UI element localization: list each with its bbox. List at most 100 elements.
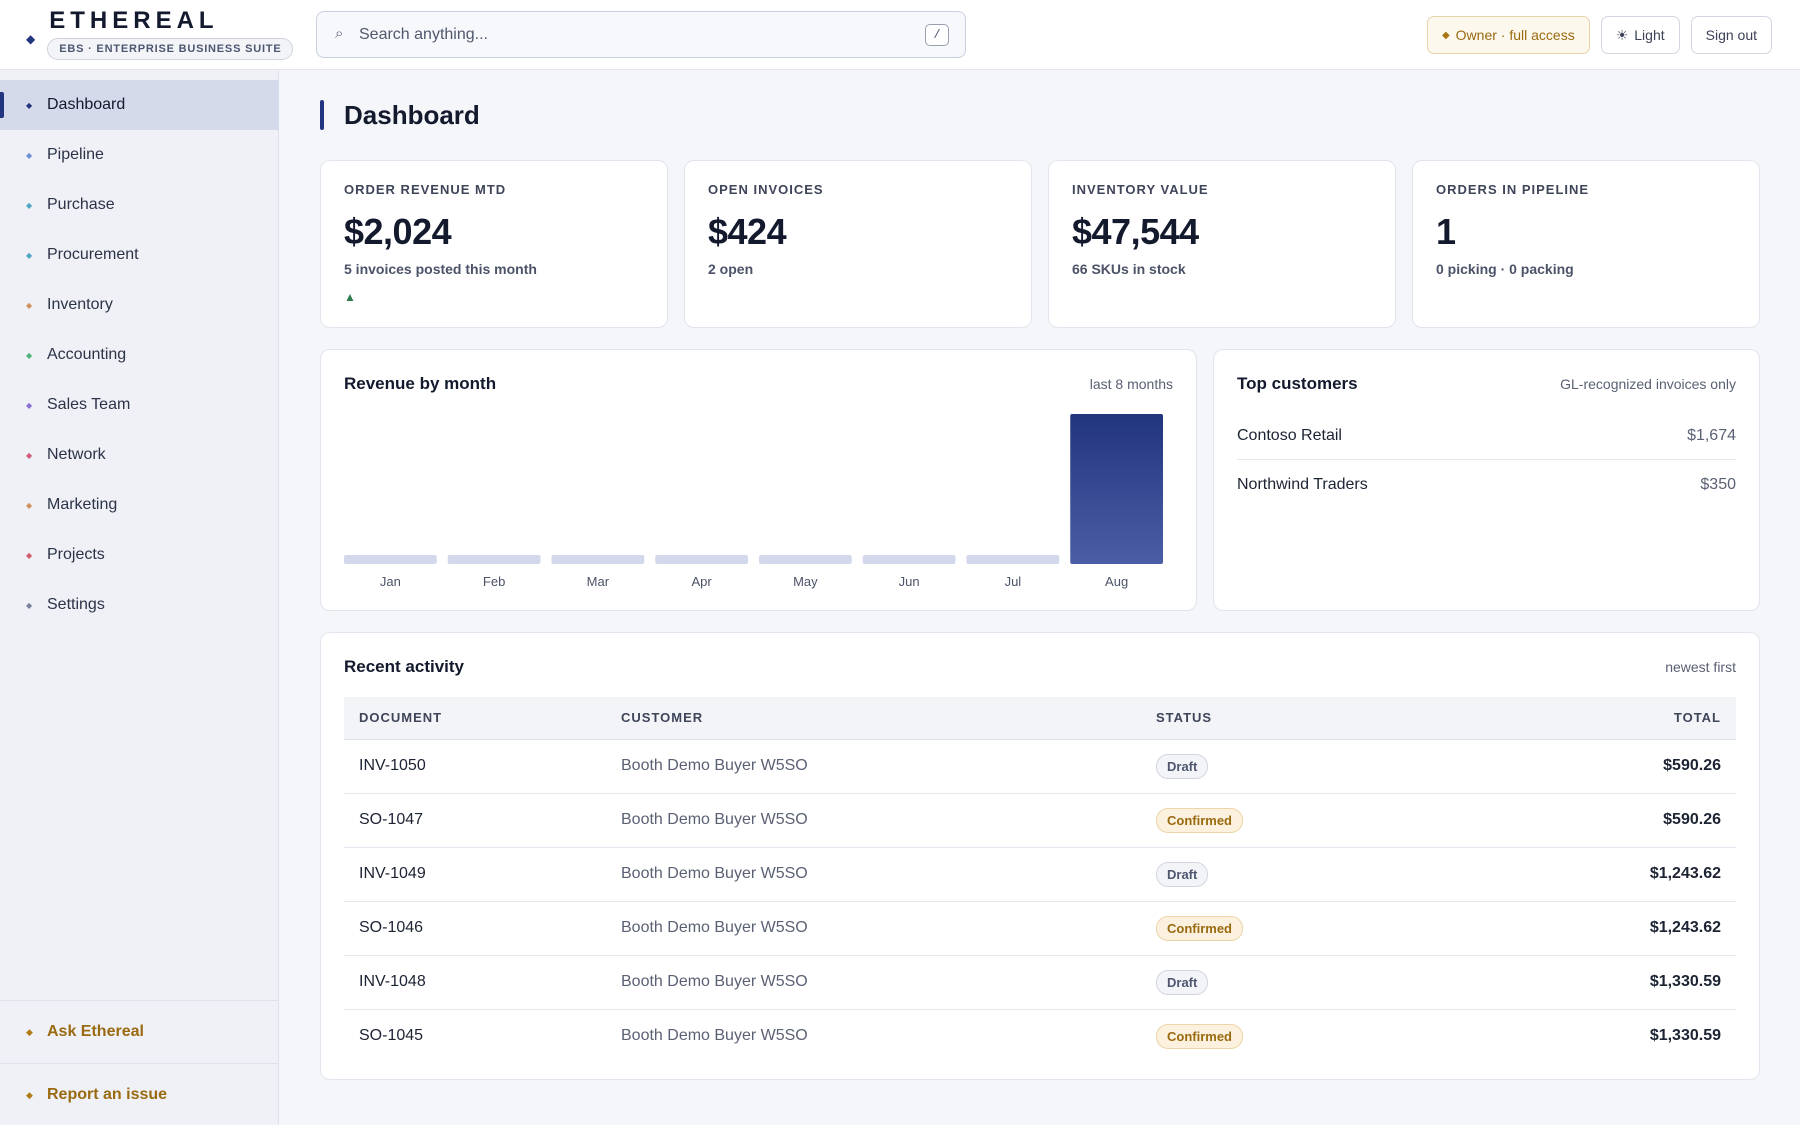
kpi-label: ORDERS IN PIPELINE [1436, 182, 1590, 197]
brand[interactable]: ◆ ETHEREAL EBS · ENTERPRISE BUSINESS SUI… [26, 8, 294, 60]
sidebar-item-accounting[interactable]: ◆ Accounting [0, 330, 279, 380]
report-issue-button[interactable]: ◆ Report an issue [0, 1063, 279, 1125]
status-badge: Confirmed [1156, 915, 1243, 941]
customer-row[interactable]: Northwind Traders $350 [1237, 461, 1736, 509]
total-cell: $590.26 [1456, 739, 1736, 794]
sidebar-item-projects[interactable]: ◆ Projects [0, 530, 279, 580]
status-cell: Draft [1156, 739, 1456, 794]
total-cell: $1,243.62 [1456, 847, 1736, 902]
kpi-card-orders-pipeline: ORDERS IN PIPELINE 1 0 picking · 0 packi… [1412, 160, 1760, 328]
kpi-value: $424 [708, 211, 787, 252]
top-customers-card: Top customers GL-recognized invoices onl… [1213, 349, 1760, 611]
sidebar-item-label: Pipeline [47, 146, 104, 163]
x-tick-label: Feb [483, 574, 505, 589]
page-title-accent [320, 100, 324, 130]
sidebar-item-dashboard[interactable]: ◆ Dashboard [0, 80, 279, 130]
sidebar-item-label: Marketing [47, 496, 118, 513]
role-diamond-icon: ◆ [1441, 29, 1450, 41]
recent-activity-sort: newest first [1665, 659, 1736, 675]
table-row[interactable]: INV-1049 Booth Demo Buyer W5SO Draft $1,243… [344, 847, 1736, 902]
total-cell: $1,243.62 [1456, 901, 1736, 956]
top-customers-note: GL-recognized invoices only [1560, 376, 1736, 392]
ask-ethereal-button[interactable]: ◆ Ask Ethereal [0, 1000, 279, 1063]
kpi-label: INVENTORY VALUE [1072, 182, 1209, 197]
column-header-status[interactable]: STATUS [1156, 697, 1456, 740]
sidebar-item-label: Inventory [47, 296, 113, 313]
bar-jul[interactable] [966, 555, 1060, 564]
bar-apr[interactable] [655, 555, 748, 564]
bar-aug[interactable] [1070, 414, 1163, 564]
document-cell: SO-1046 [344, 901, 621, 956]
revenue-chart-title: Revenue by month [344, 374, 497, 393]
bar-jan[interactable] [344, 555, 437, 564]
table-row[interactable]: SO-1046 Booth Demo Buyer W5SO Confirmed $1,… [344, 901, 1736, 956]
sidebar-item-inventory[interactable]: ◆ Inventory [0, 280, 279, 330]
kpi-card-inventory-value: INVENTORY VALUE $47,544 66 SKUs in stock [1048, 160, 1396, 328]
x-tick-label: Aug [1105, 574, 1128, 589]
sidebar-item-label: Dashboard [47, 96, 126, 113]
role-label: Owner · full access [1455, 27, 1575, 43]
theme-label: Light [1634, 27, 1665, 43]
sidebar-item-network[interactable]: ◆ Network [0, 430, 279, 480]
x-tick-label: Mar [587, 574, 610, 589]
sidebar-item-label: Projects [47, 546, 105, 563]
x-tick-label: Apr [692, 574, 713, 589]
bar-may[interactable] [759, 555, 852, 564]
x-tick-label: May [793, 574, 818, 589]
search-input[interactable] [359, 18, 899, 51]
revenue-chart-card: Revenue by month last 8 months Jan Feb Mar… [320, 349, 1197, 611]
nav-diamond-icon: ◆ [26, 600, 33, 610]
sidebar-item-settings[interactable]: ◆ Settings [0, 580, 279, 630]
search-shortcut-key: / [925, 24, 949, 46]
role-button[interactable]: ◆ Owner · full access [1426, 16, 1590, 54]
customer-name: Contoso Retail [1237, 426, 1342, 444]
total-cell: $1,330.59 [1456, 955, 1736, 1010]
table-row[interactable]: SO-1047 Booth Demo Buyer W5SO Confirmed $59… [344, 793, 1736, 848]
search-box[interactable]: ⌕ / [316, 11, 966, 58]
customer-amount: $1,674 [1687, 426, 1736, 444]
nav-diamond-icon: ◆ [26, 450, 33, 460]
bar-mar[interactable] [551, 555, 645, 564]
kpi-subtext: 5 invoices posted this month [344, 261, 537, 277]
customer-cell: Booth Demo Buyer W5SO [621, 847, 1156, 902]
table-row[interactable]: SO-1045 Booth Demo Buyer W5SO Confirmed $1,… [344, 1009, 1736, 1063]
customer-cell: Booth Demo Buyer W5SO [621, 955, 1156, 1010]
sidebar-item-marketing[interactable]: ◆ Marketing [0, 480, 279, 530]
document-cell: INV-1049 [344, 847, 621, 902]
sidebar-item-label: Purchase [47, 196, 115, 213]
revenue-chart-range: last 8 months [1089, 376, 1173, 392]
customer-row[interactable]: Contoso Retail $1,674 [1237, 412, 1736, 460]
nav-diamond-icon: ◆ [26, 200, 33, 210]
kpi-card-open-invoices: OPEN INVOICES $424 2 open [684, 160, 1032, 328]
kpi-value: $47,544 [1072, 211, 1199, 252]
theme-toggle-button[interactable]: ☀ Light [1600, 16, 1680, 54]
sidebar-item-purchase[interactable]: ◆ Purchase [0, 180, 279, 230]
status-cell: Confirmed [1156, 1009, 1456, 1063]
sidebar-item-sales-team[interactable]: ◆ Sales Team [0, 380, 279, 430]
status-badge: Draft [1156, 753, 1209, 779]
nav-diamond-icon: ◆ [26, 400, 33, 410]
customer-cell: Booth Demo Buyer W5SO [621, 901, 1156, 956]
nav-diamond-icon: ◆ [26, 550, 33, 560]
bar-jun[interactable] [862, 555, 956, 564]
bar-feb[interactable] [447, 555, 541, 564]
table-row[interactable]: INV-1048 Booth Demo Buyer W5SO Draft $1,330… [344, 955, 1736, 1010]
column-header-total[interactable]: TOTAL [1456, 697, 1736, 740]
sidebar-item-label: Network [47, 446, 106, 463]
sidebar-item-pipeline[interactable]: ◆ Pipeline [0, 130, 279, 180]
page-title: Dashboard [344, 99, 480, 130]
column-header-document[interactable]: DOCUMENT [344, 697, 621, 740]
top-customers-title: Top customers [1237, 374, 1358, 393]
ask-diamond-icon: ◆ [26, 1026, 33, 1037]
total-cell: $590.26 [1456, 793, 1736, 848]
kpi-label: OPEN INVOICES [708, 182, 824, 197]
sign-out-label: Sign out [1705, 27, 1757, 43]
table-row[interactable]: INV-1050 Booth Demo Buyer W5SO Draft $590.2… [344, 739, 1736, 794]
sidebar-item-label: Settings [47, 596, 105, 613]
sidebar-item-procurement[interactable]: ◆ Procurement [0, 230, 279, 280]
sign-out-button[interactable]: Sign out [1690, 16, 1772, 54]
document-cell: INV-1050 [344, 739, 621, 794]
trend-up-icon: ▲ [344, 290, 356, 304]
column-header-customer[interactable]: CUSTOMER [621, 697, 1156, 740]
status-badge: Confirmed [1156, 1023, 1243, 1049]
